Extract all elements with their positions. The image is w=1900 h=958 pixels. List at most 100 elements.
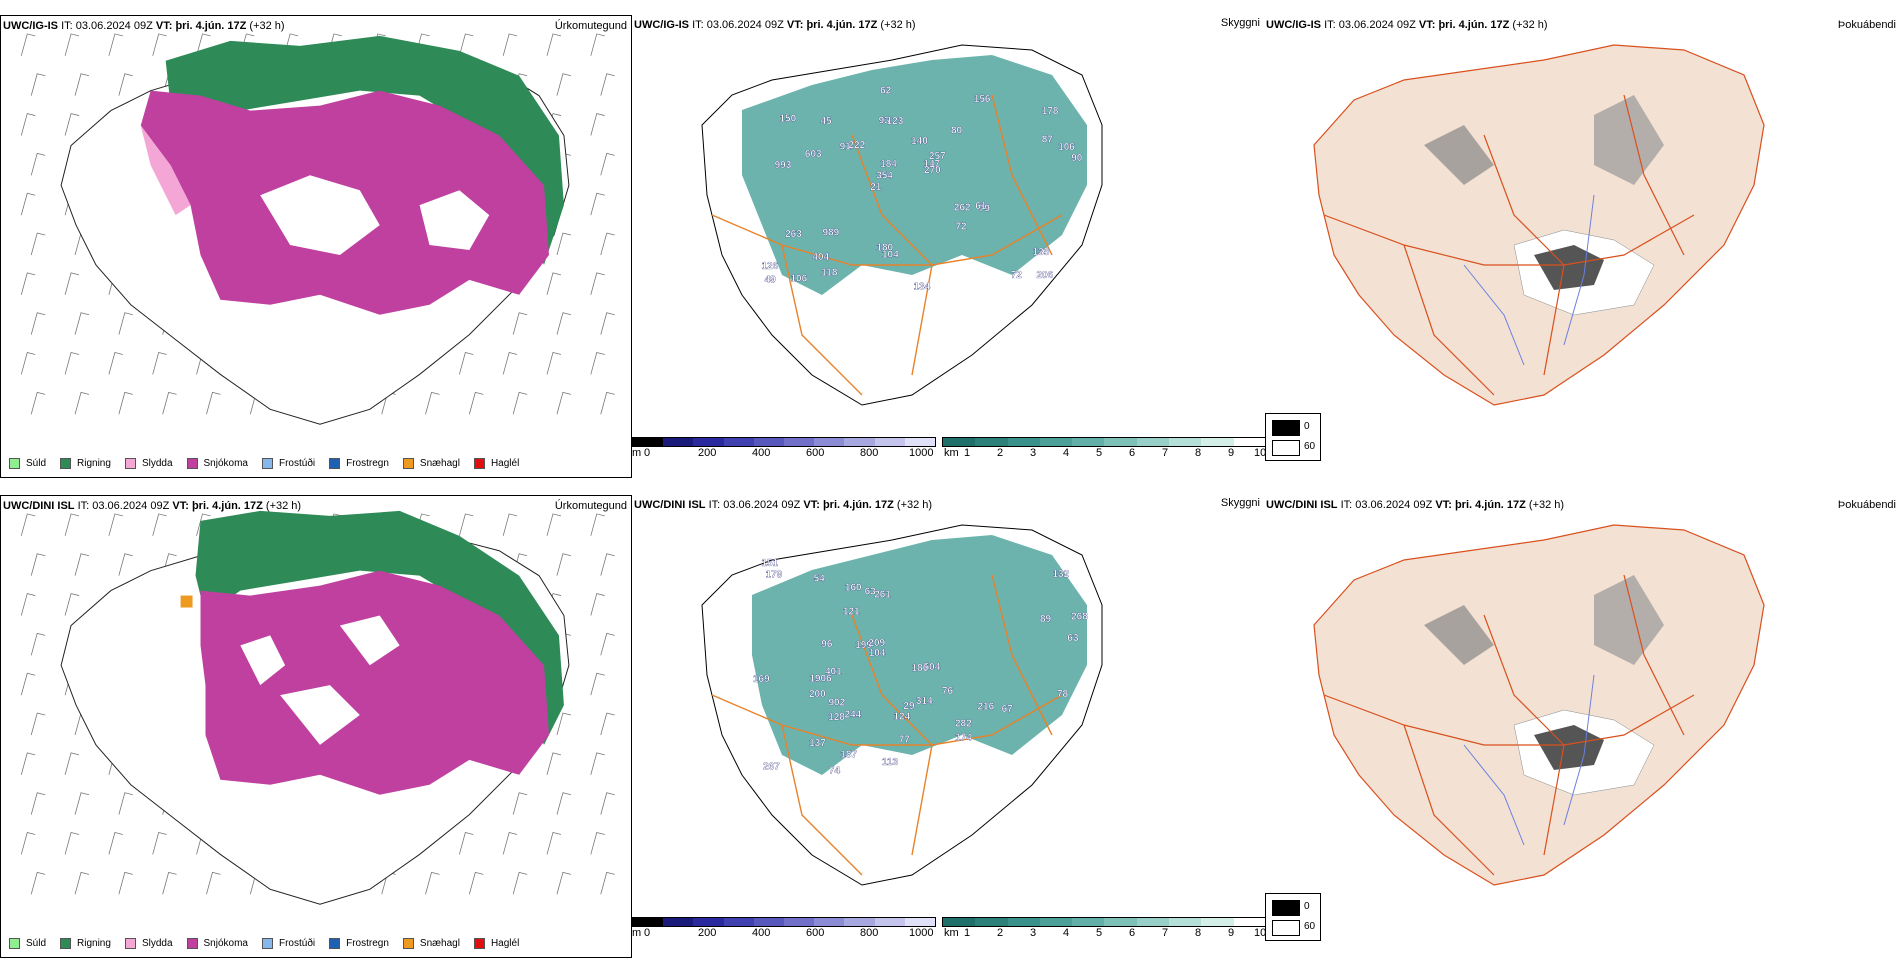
cloud-base-label: 1906 — [809, 673, 832, 684]
wind-barb — [118, 792, 133, 815]
wind-barb — [600, 152, 615, 176]
panel-title: Skyggni — [1220, 497, 1260, 509]
cloud-base-label: 63 — [865, 587, 877, 598]
cloud-base-label: 169 — [753, 674, 770, 685]
wind-barb — [118, 871, 133, 895]
wind-barb — [152, 513, 167, 536]
cloud-base-label: 78 — [1057, 689, 1069, 700]
tick: 200 — [698, 447, 717, 459]
wind-barb — [74, 391, 90, 415]
tick: 1 — [964, 927, 971, 939]
wind-barb — [30, 871, 46, 895]
tick: 600 — [806, 447, 825, 459]
precip-legend: Súld Rigning Slydda Snjókoma Frostúði Fr… — [1, 929, 631, 957]
cloud-base-label: 104 — [869, 648, 886, 659]
wind-barb — [468, 871, 484, 895]
tick: 5 — [1096, 927, 1103, 939]
cloud-base-label: 104 — [882, 250, 899, 261]
legend-item: Frostúði — [261, 457, 315, 469]
wind-barb — [118, 73, 133, 96]
cloud-base-labels: 206 993 178 21 80 106 93 140 263 222 126 404 123 257 7… — [761, 85, 1083, 293]
wind-barb — [20, 113, 36, 136]
cloud-base-label: 106 — [791, 274, 808, 285]
wind-barb — [425, 871, 440, 895]
cloud-base-label: 62 — [880, 85, 892, 96]
cloud-base-label: 267 — [763, 761, 780, 772]
cloud-base-label: 113 — [882, 757, 899, 768]
cloud-base-label: 989 — [823, 228, 840, 239]
wind-barb — [556, 792, 571, 815]
panel-title: Skyggni — [1220, 17, 1260, 29]
tick: 6 — [1129, 447, 1136, 459]
cloud-base-label: 262 — [954, 202, 971, 213]
wind-barb — [64, 832, 80, 855]
fog-map-top — [1313, 44, 1765, 406]
wind-barb — [590, 593, 605, 616]
cloud-base-label: 222 — [849, 140, 866, 151]
wind-barb — [502, 352, 518, 375]
cloud-base-label: 150 — [780, 114, 797, 125]
wind-barb — [502, 832, 518, 855]
wind-barb — [590, 752, 605, 775]
clear-hole — [280, 685, 360, 745]
cloud-base-label: 80 — [951, 126, 963, 137]
wind-barb — [546, 272, 562, 295]
panel-header: UWC/DINI ISL IT: 03.06.2024 09Z VT: þri.… — [3, 500, 302, 512]
wind-barb — [468, 391, 484, 415]
tick: 2 — [997, 927, 1004, 939]
legend-item: Snjókoma — [186, 937, 248, 949]
cloud-base-label: 199 — [855, 640, 872, 651]
cloud-base-label: 179 — [766, 569, 783, 580]
cloud-base-label: 126 — [762, 261, 779, 272]
cloud-base-label: 77 — [899, 734, 911, 745]
cloud-base-label: 93 — [879, 115, 891, 126]
wind-barb — [458, 352, 474, 375]
tick: 10 — [1254, 927, 1267, 939]
cloud-base-label: 134 — [914, 282, 931, 293]
cloud-base-label: 118 — [821, 267, 838, 278]
wind-barb — [20, 272, 36, 295]
cloud-base-label: 209 — [868, 638, 885, 649]
cloud-base-label: 72 — [1011, 270, 1023, 281]
wind-barb — [546, 513, 562, 536]
cloud-base-label: 401 — [825, 666, 842, 677]
precip-type-panel-bottom: UWC/DINI ISL IT: 03.06.2024 09Z VT: þri.… — [0, 495, 632, 958]
cloud-base-label: 263 — [785, 229, 802, 240]
wind-barb — [458, 513, 474, 536]
height-scalebar — [632, 437, 936, 447]
cloud-base-label: 404 — [812, 252, 829, 263]
wind-barb — [546, 832, 562, 855]
wind-barb — [30, 391, 46, 415]
cloud-base-label: 206 — [1037, 270, 1054, 281]
panel-title: Þokuábendi — [1837, 19, 1896, 31]
wind-barb — [512, 792, 528, 815]
sleet-fringe — [140, 125, 191, 216]
wind-barb — [30, 312, 46, 335]
legend-item: Frostregn — [329, 937, 389, 949]
tick: 0 — [644, 447, 651, 459]
cloud-base-label: 140 — [911, 136, 928, 147]
wind-barb — [206, 391, 221, 415]
fog-legend-bottom: 0 60 — [1265, 893, 1321, 941]
wind-barb — [20, 672, 36, 696]
wind-barb — [556, 712, 571, 736]
wind-barb — [590, 352, 605, 375]
roads — [1323, 94, 1695, 396]
cloud-base-label: 261 — [874, 590, 891, 601]
wind-barb — [108, 513, 123, 536]
wind-barb — [30, 73, 46, 96]
cloud-base-label: 178 — [1042, 106, 1059, 117]
wind-barb — [108, 33, 123, 56]
wind-barb — [20, 593, 36, 616]
cloud-base-label: 79 — [979, 204, 991, 215]
precip-type-map-top — [20, 33, 615, 425]
legend-item: Slydda — [124, 457, 173, 469]
visibility-panel-top: 206 993 178 21 80 106 93 140 263 222 126 404 123 257 7… — [632, 15, 1264, 478]
cloud-base-label: 244 — [845, 709, 862, 720]
height-unit: m — [632, 927, 642, 939]
cloud-base-label: 314 — [916, 696, 933, 707]
cloud-base-label: 603 — [805, 149, 822, 160]
cloud-base-label: 128 — [828, 712, 845, 723]
tick: 7 — [1162, 447, 1169, 459]
cloud-base-label: 180 — [876, 243, 893, 254]
